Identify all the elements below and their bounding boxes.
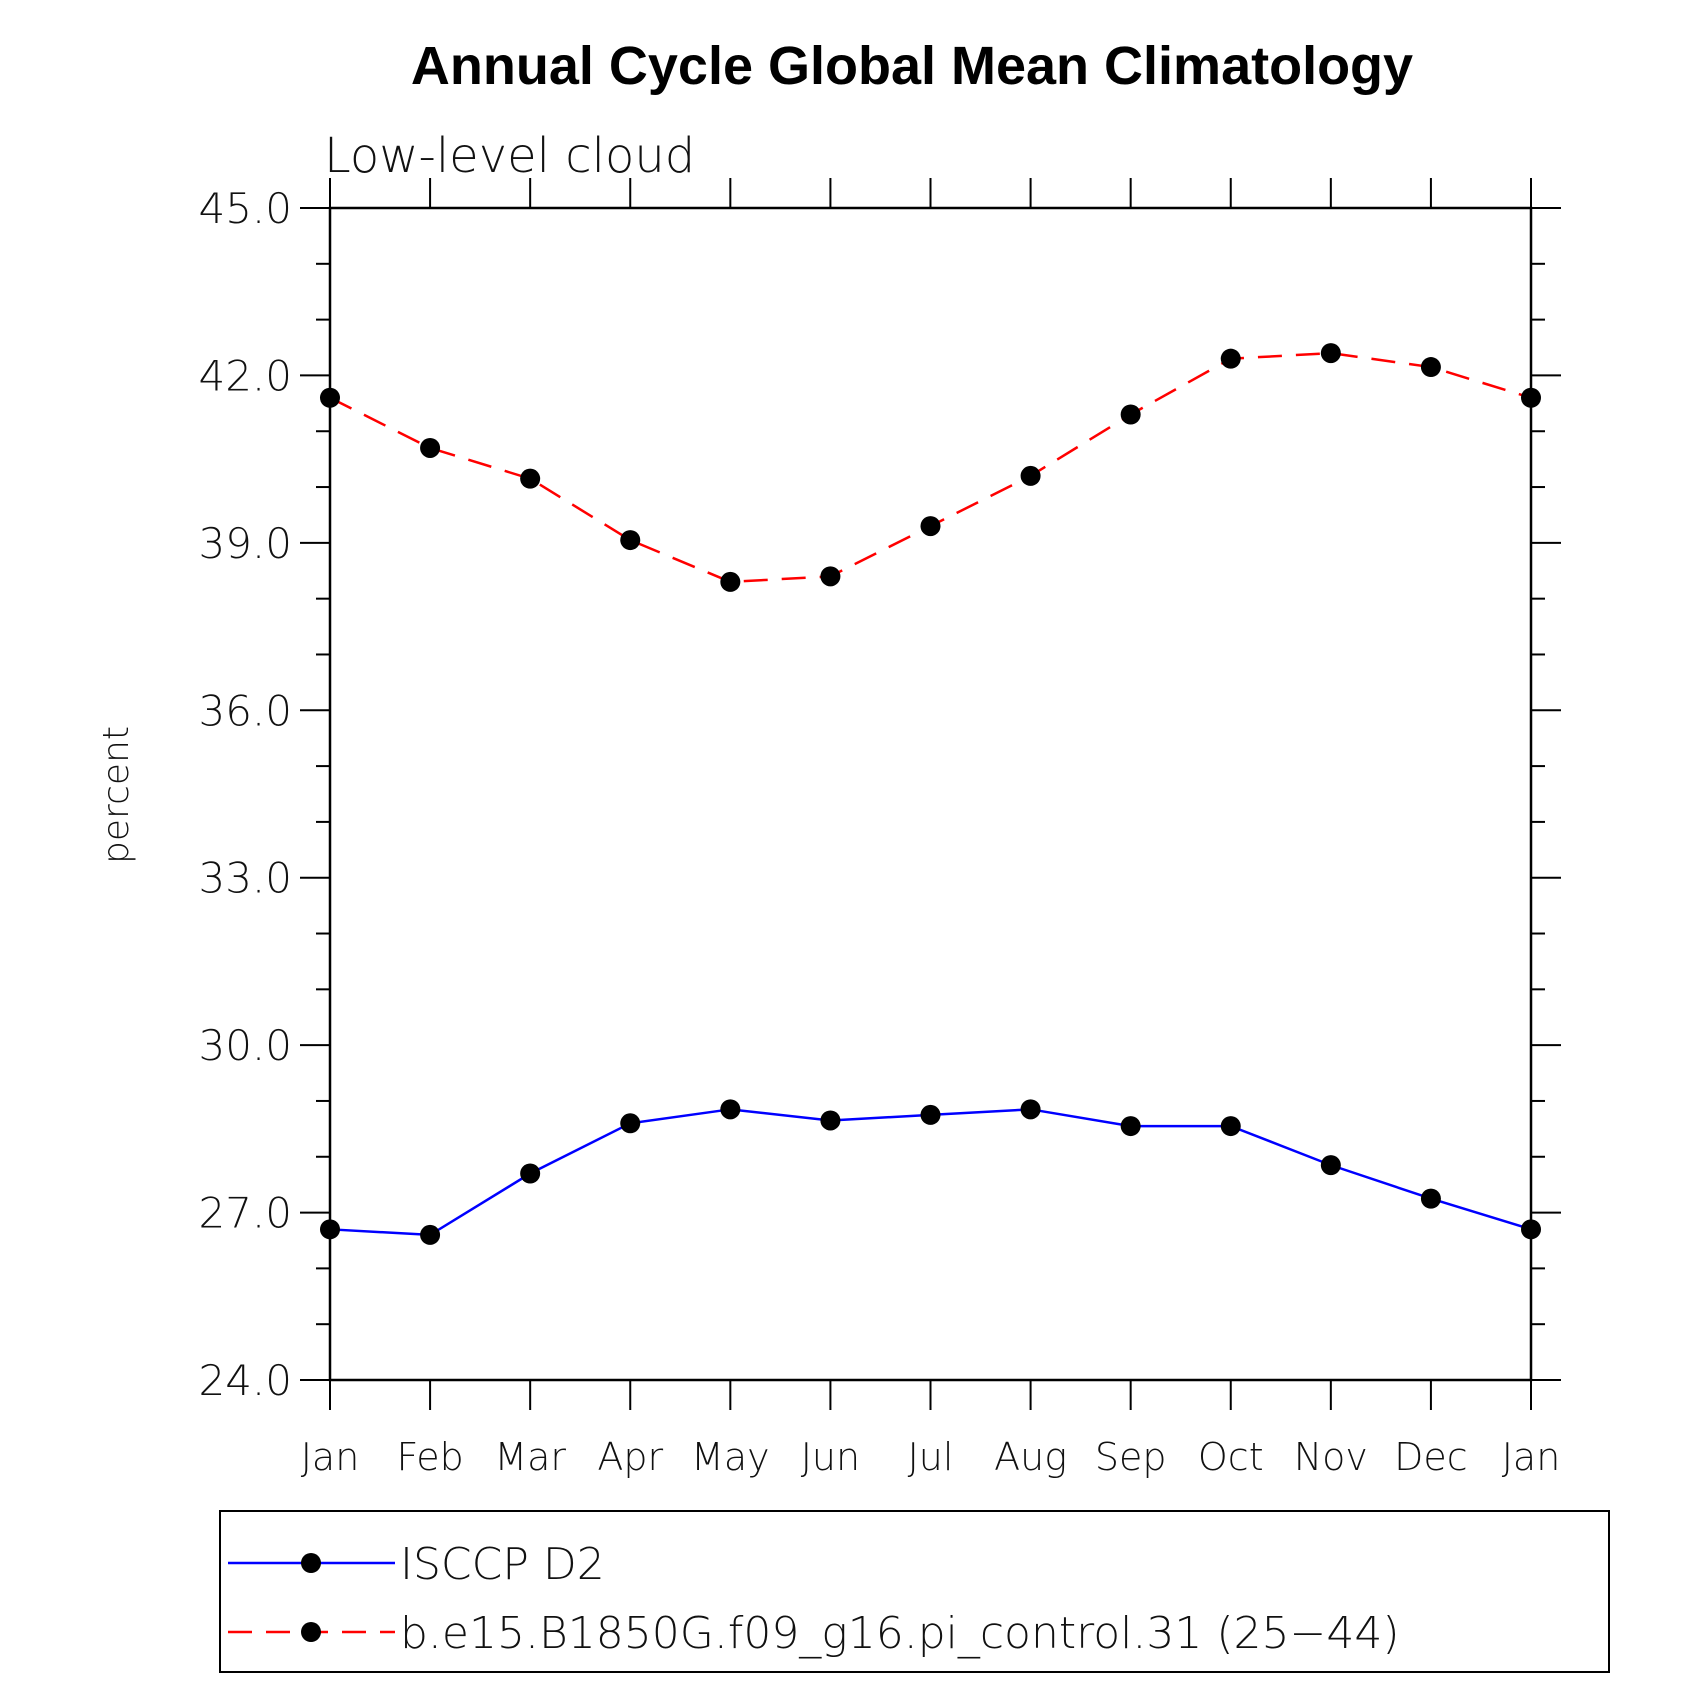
chart-subtitle: Low-level cloud	[324, 128, 695, 184]
data-point	[1420, 1188, 1441, 1209]
series-0	[320, 1099, 1541, 1245]
data-point	[320, 1219, 340, 1240]
y-tick-label: 39.0	[198, 519, 292, 568]
legend-marker-0	[301, 1553, 321, 1573]
data-point	[1120, 1116, 1141, 1137]
x-tick-label: Jan	[301, 1435, 360, 1479]
series-line	[329, 351, 1532, 584]
y-tick-label: 30.0	[198, 1021, 292, 1070]
y-tick-label: 42.0	[198, 351, 292, 400]
y-tick-label: 33.0	[198, 854, 292, 903]
data-point	[420, 437, 441, 458]
data-point	[1521, 1219, 1541, 1240]
y-tick-label: 45.0	[198, 184, 292, 233]
axes: 24.0 27.0 30.0 33.0 36.0 39.0 42.0 45.0 Jan Feb Ma…	[198, 178, 1561, 1479]
y-axis-label: percent	[96, 726, 137, 864]
x-tick-label: Dec	[1394, 1435, 1468, 1479]
x-tick-label: Feb	[396, 1435, 463, 1479]
legend-label-1: b.e15.B1850G.f09_g16.pi_control.31 (25−4…	[400, 1608, 1400, 1659]
legend-box	[219, 1510, 1610, 1673]
x-tick-label: Jul	[908, 1435, 954, 1479]
data-point	[1320, 1155, 1341, 1176]
legend-label-0: ISCCP D2	[400, 1539, 605, 1590]
data-point	[620, 1113, 641, 1134]
data-point	[1220, 1116, 1241, 1137]
y-tick-label: 24.0	[198, 1356, 292, 1405]
data-point	[720, 571, 741, 592]
data-point	[520, 468, 541, 489]
x-tick-label: Aug	[994, 1435, 1067, 1479]
x-tick-label: Nov	[1294, 1435, 1368, 1479]
data-point	[420, 1224, 441, 1245]
x-tick-label: Jan	[1502, 1435, 1561, 1479]
data-point	[1120, 404, 1141, 425]
data-point	[720, 1099, 741, 1120]
x-tick-label: Apr	[597, 1435, 663, 1479]
data-point	[1020, 465, 1041, 486]
data-point	[820, 566, 841, 587]
series-1	[320, 343, 1541, 592]
legend-marker-1	[301, 1622, 321, 1642]
data-point	[1220, 348, 1241, 369]
data-point	[920, 516, 941, 537]
y-tick-label: 36.0	[198, 686, 292, 735]
legend: ISCCP D2 b.e15.B1850G.f09_g16.pi_control.…	[219, 1510, 1610, 1673]
series-line	[329, 1108, 1532, 1237]
series-layer	[320, 343, 1541, 1245]
x-tick-label: Sep	[1095, 1435, 1167, 1479]
chart-title: Annual Cycle Global Mean Climatology	[411, 36, 1413, 96]
x-tick-label: Mar	[494, 1435, 566, 1479]
plot-frame	[328, 206, 1533, 1382]
data-point	[320, 387, 340, 408]
data-point	[520, 1163, 541, 1184]
data-point	[1320, 343, 1341, 364]
data-point	[820, 1110, 841, 1131]
data-point	[620, 530, 641, 551]
x-tick-label: Oct	[1198, 1435, 1264, 1479]
y-tick-label: 27.0	[198, 1189, 292, 1238]
data-point	[1420, 357, 1441, 378]
data-point	[1020, 1099, 1041, 1120]
data-point	[920, 1104, 941, 1125]
data-point	[1521, 387, 1541, 408]
x-tick-label: Jun	[801, 1435, 860, 1479]
x-tick-label: May	[691, 1435, 770, 1479]
